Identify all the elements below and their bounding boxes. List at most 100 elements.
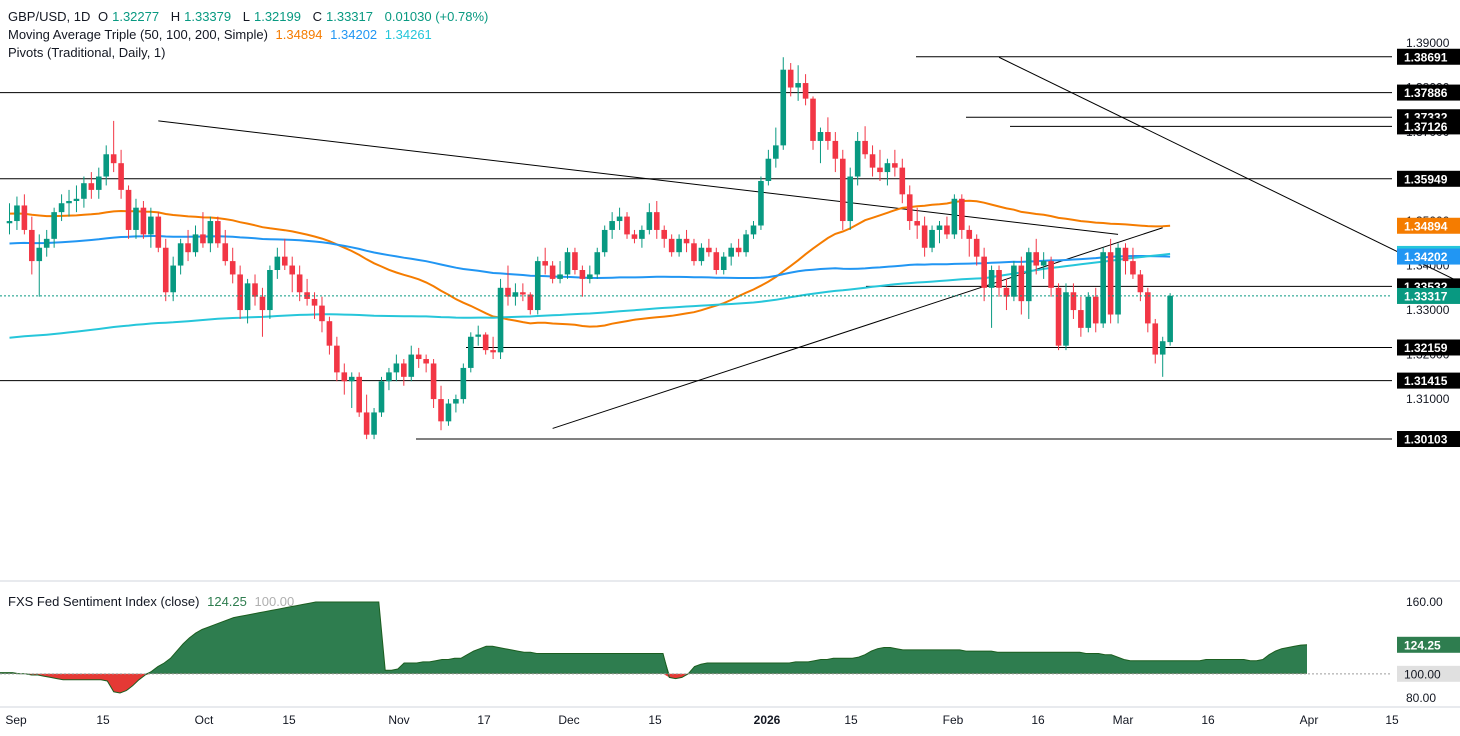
price-label-text: 1.34202 [1404, 250, 1448, 264]
candle-body [334, 345, 340, 373]
candle [319, 296, 325, 333]
candle-body [222, 243, 229, 262]
candle [81, 176, 87, 208]
candle-body [103, 154, 110, 177]
candle-body [326, 321, 333, 346]
trendline [158, 120, 1119, 235]
candle-body [363, 412, 370, 435]
candle [356, 372, 362, 417]
candle-body [348, 376, 355, 382]
candle [906, 185, 913, 230]
candle-body [229, 261, 236, 275]
candle-body [557, 274, 563, 279]
candle [810, 96, 816, 150]
candle [914, 207, 920, 239]
candle-body [773, 145, 779, 159]
candle [311, 292, 318, 319]
candle-body [825, 132, 831, 141]
indicator-tick-label: 160.00 [1406, 595, 1443, 609]
candle [445, 399, 452, 426]
indicator-value: 124.25 [207, 594, 247, 609]
candle [1122, 243, 1129, 275]
candle-body [1130, 261, 1136, 275]
candle [1033, 238, 1040, 275]
candle [162, 238, 169, 302]
candle-body [1033, 252, 1040, 266]
candle-body [296, 274, 303, 293]
candle-body [21, 205, 28, 230]
candle-body [81, 183, 87, 199]
candle [706, 238, 712, 257]
candle [534, 256, 541, 315]
candle-body [1063, 292, 1069, 346]
candle-body [1092, 296, 1099, 324]
candle-body [1078, 310, 1084, 328]
candle [170, 256, 176, 302]
candle [482, 332, 489, 355]
candle [713, 247, 720, 275]
candle [1025, 247, 1032, 319]
candle [1130, 247, 1136, 279]
price-label-box [1397, 170, 1460, 187]
candle-body [1137, 274, 1144, 293]
candle-body [505, 287, 511, 297]
candle [378, 376, 385, 417]
candle-body [520, 292, 526, 295]
candle-body [639, 229, 645, 239]
candle-body [490, 350, 496, 353]
candle [6, 203, 13, 235]
candle-body [475, 334, 482, 337]
candle-body [646, 212, 653, 230]
candle-body [683, 238, 690, 244]
candle [252, 274, 258, 306]
candle-body [720, 256, 727, 271]
candle [177, 238, 184, 275]
pivot-levels [0, 56, 1392, 440]
time-tick-label: 15 [648, 713, 662, 727]
candle [1107, 238, 1114, 324]
candle-body [542, 261, 548, 266]
candle [244, 278, 251, 324]
candle [1145, 287, 1151, 333]
candle-body [728, 247, 734, 257]
candle [423, 354, 429, 373]
candle-body [512, 292, 519, 297]
ma200-line [9, 252, 1171, 339]
candle-body [430, 363, 437, 400]
indicator-axis-ticks: 160.00 124.25 100.00 80.00 [1397, 595, 1460, 705]
candle-body [973, 238, 980, 257]
candle-body [869, 154, 876, 168]
candle [393, 354, 400, 382]
time-tick-label: 16 [1201, 713, 1215, 727]
indicator-value-box [1397, 636, 1460, 653]
candle [683, 229, 690, 253]
candle-body [460, 367, 467, 400]
candle [988, 265, 995, 328]
candle [21, 194, 28, 235]
candle [601, 225, 608, 257]
candle [66, 189, 72, 217]
candle-body [6, 221, 13, 224]
candle [966, 225, 973, 257]
candle [334, 336, 340, 382]
candle-body [267, 270, 273, 311]
time-tick-label: Mar [1113, 713, 1134, 727]
candle [289, 256, 296, 293]
candle [847, 167, 854, 230]
candle-body [892, 163, 898, 168]
candle-body [125, 189, 132, 230]
candle [594, 247, 601, 279]
candle [1003, 278, 1010, 311]
candle-body [921, 225, 928, 248]
candle [743, 229, 749, 257]
candle-body [601, 229, 608, 253]
candle [430, 359, 437, 408]
price-label-level: 1.32159 [1397, 339, 1460, 356]
price-label-box [1397, 372, 1460, 389]
candle [854, 132, 861, 186]
candle-body [832, 140, 839, 159]
price-label-box [1397, 217, 1460, 234]
time-tick-label: Oct [195, 713, 214, 727]
candle-body [862, 140, 868, 155]
